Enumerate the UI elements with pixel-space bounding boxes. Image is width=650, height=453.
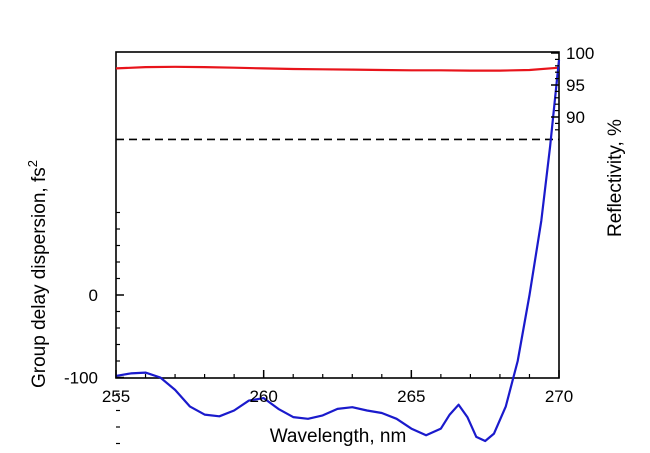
y-left-tick-label: -200	[64, 451, 98, 453]
y-axis-left-label-text: Group delay dispersion, fs	[29, 167, 50, 388]
plot-area-frame	[115, 51, 560, 379]
y-axis-left-label: Group delay dispersion, fs2	[25, 160, 50, 388]
series-layer	[115, 59, 561, 443]
reflectivity-line	[115, 65, 560, 72]
tick-layer: 255 260 265 270 0 -100 -200 100 95 90	[64, 44, 594, 453]
x-axis-label: Wavelength, nm	[270, 426, 407, 447]
y-left-tick-label: 0	[89, 286, 98, 305]
x-tick-label: 265	[397, 387, 425, 406]
x-tick-label: 260	[249, 387, 277, 406]
x-tick-label: 255	[102, 387, 130, 406]
x-tick-label: 270	[545, 387, 573, 406]
y-right-tick-label: 95	[566, 76, 585, 95]
y-right-tick-label: 100	[566, 44, 594, 63]
gdd-line	[115, 59, 561, 443]
y-axis-right-label: Reflectivity, %	[605, 119, 626, 237]
y-axis-left-label-superscript: 2	[25, 160, 40, 167]
y-left-tick-label: -100	[64, 369, 98, 388]
y-right-tick-label: 90	[566, 108, 585, 127]
